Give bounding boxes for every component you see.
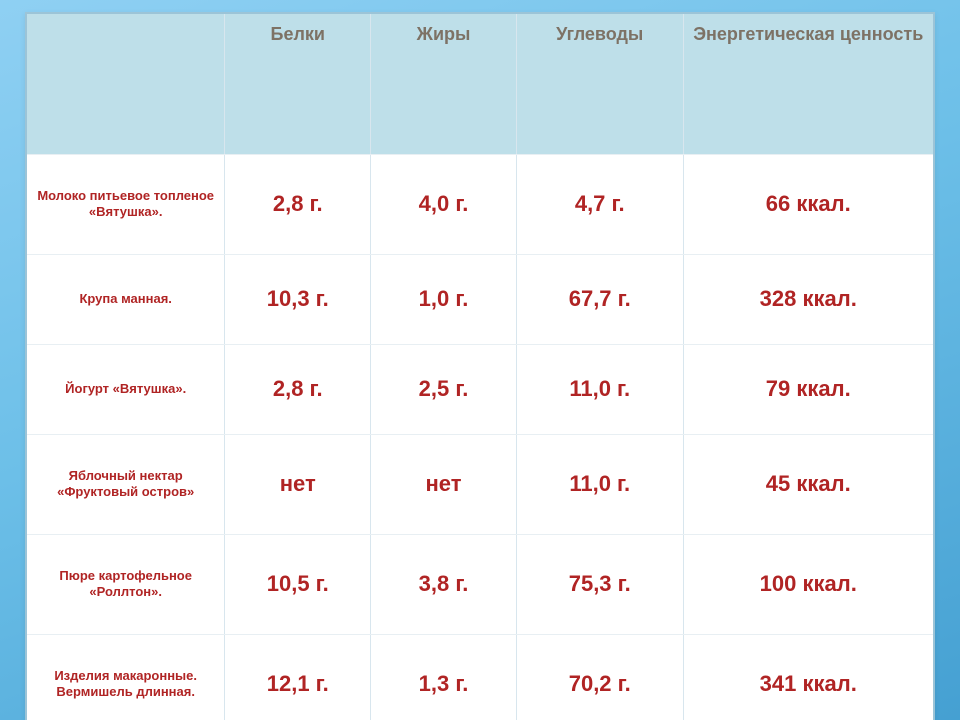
nutrition-table-card: Белки Жиры Углеводы Энергетическая ценно… [25,12,935,720]
cell-energy: 45 ккал. [683,434,933,534]
cell-fat: 1,3 г. [371,634,517,720]
cell-carb: 70,2 г. [516,634,683,720]
cell-protein: 2,8 г. [225,344,371,434]
col-header-empty [27,14,225,154]
nutrition-table: Белки Жиры Углеводы Энергетическая ценно… [27,14,933,720]
cell-protein: 10,3 г. [225,254,371,344]
cell-energy: 66 ккал. [683,154,933,254]
cell-protein: 12,1 г. [225,634,371,720]
cell-energy: 79 ккал. [683,344,933,434]
col-header-carb: Углеводы [516,14,683,154]
cell-fat: 1,0 г. [371,254,517,344]
cell-protein: нет [225,434,371,534]
cell-carb: 67,7 г. [516,254,683,344]
cell-fat: нет [371,434,517,534]
col-header-protein: Белки [225,14,371,154]
cell-fat: 2,5 г. [371,344,517,434]
cell-energy: 341 ккал. [683,634,933,720]
table-row: Крупа манная. 10,3 г. 1,0 г. 67,7 г. 328… [27,254,933,344]
table-row: Йогурт «Вятушка». 2,8 г. 2,5 г. 11,0 г. … [27,344,933,434]
cell-energy: 100 ккал. [683,534,933,634]
cell-carb: 4,7 г. [516,154,683,254]
cell-protein: 10,5 г. [225,534,371,634]
row-label: Крупа манная. [27,254,225,344]
col-header-energy: Энергетическая ценность [683,14,933,154]
cell-fat: 4,0 г. [371,154,517,254]
row-label: Яблочный нектар «Фруктовый остров» [27,434,225,534]
table-row: Молоко питьевое топленое «Вятушка». 2,8 … [27,154,933,254]
cell-carb: 75,3 г. [516,534,683,634]
row-label: Молоко питьевое топленое «Вятушка». [27,154,225,254]
cell-fat: 3,8 г. [371,534,517,634]
cell-energy: 328 ккал. [683,254,933,344]
table-row: Пюре картофельное «Роллтон». 10,5 г. 3,8… [27,534,933,634]
col-header-fat: Жиры [371,14,517,154]
cell-carb: 11,0 г. [516,434,683,534]
row-label: Йогурт «Вятушка». [27,344,225,434]
table-row: Изделия макаронные. Вермишель длинная. 1… [27,634,933,720]
row-label: Изделия макаронные. Вермишель длинная. [27,634,225,720]
table-header-row: Белки Жиры Углеводы Энергетическая ценно… [27,14,933,154]
cell-protein: 2,8 г. [225,154,371,254]
table-row: Яблочный нектар «Фруктовый остров» нет н… [27,434,933,534]
row-label: Пюре картофельное «Роллтон». [27,534,225,634]
cell-carb: 11,0 г. [516,344,683,434]
